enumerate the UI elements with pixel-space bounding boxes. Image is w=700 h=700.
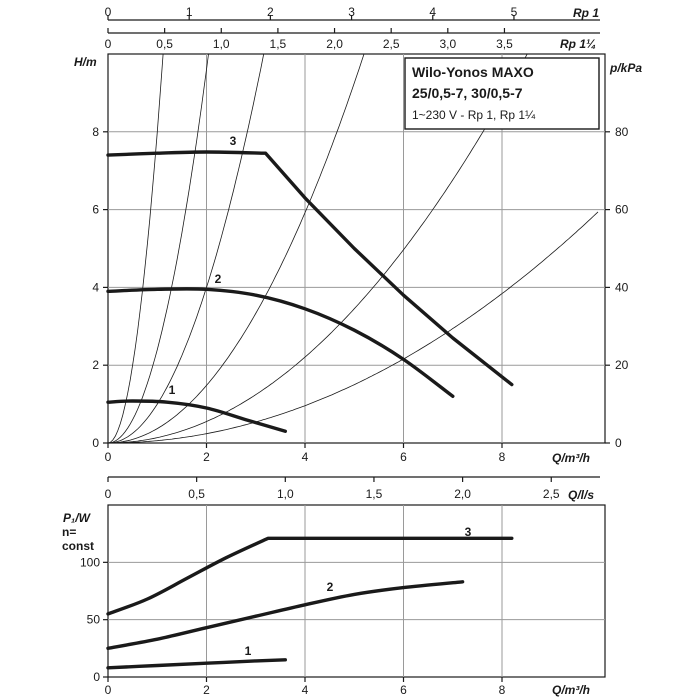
head-xtick-label-6: 6 <box>400 450 407 464</box>
pressure-ytick-label-20: 20 <box>615 358 629 372</box>
power-xtick-label-0: 0 <box>105 683 112 697</box>
power-chart: 1 2 3 0 2 4 6 8 0 50 100 0 0,5 1,0 1,5 2,0 2,5 Q/l/s P₁… <box>62 476 606 697</box>
head-curve-label-1: 1 <box>169 383 176 397</box>
head-xtick-label-2: 2 <box>203 450 210 464</box>
power-xtick-label-2: 2 <box>203 683 210 697</box>
info-box-subtitle: 1~230 V - Rp 1, Rp 1¼ <box>412 108 536 122</box>
pressure-ytick-label-40: 40 <box>615 280 629 294</box>
rp1-tick-label-5: 5 <box>511 5 518 19</box>
head-ytick-label-4: 4 <box>92 280 99 294</box>
power-curve-label-3: 3 <box>465 525 472 539</box>
top-axis-rp1-label: Rp 1 <box>573 6 599 20</box>
ls-tick-label-1,0: 1,0 <box>277 487 294 501</box>
head-ytick-label-0: 0 <box>92 436 99 450</box>
power-curve-label-1: 1 <box>245 644 252 658</box>
head-xtick-label-0: 0 <box>105 450 112 464</box>
top-axis-ls-label: Q/l/s <box>568 488 594 502</box>
info-box-title-1: Wilo-Yonos MAXO <box>412 64 534 80</box>
head-plot-frame <box>107 53 606 444</box>
head-ytick-label-8: 8 <box>92 125 99 139</box>
power-curve-3 <box>106 536 514 616</box>
power-xtick-label-6: 6 <box>400 683 407 697</box>
rp114-tick-label-1,0: 1,0 <box>213 37 230 51</box>
rp1-tick-label-4: 4 <box>429 5 436 19</box>
pressure-ytick-label-60: 60 <box>615 203 629 217</box>
power-curve-label-2: 2 <box>327 580 334 594</box>
power-ytick-label-100: 100 <box>80 555 100 569</box>
y-axis-label-power-2: n= <box>62 525 76 539</box>
header-label: 1 <box>375 0 382 1</box>
system-curve-5 <box>108 53 528 444</box>
info-box-title-2: 25/0,5-7, 30/0,5-7 <box>412 85 523 101</box>
y-axis-label-power-3: const <box>62 539 94 553</box>
rp114-tick-label-0: 0 <box>105 37 112 51</box>
ls-tick-label-2,0: 2,0 <box>454 487 471 501</box>
rp114-tick-label-2,5: 2,5 <box>383 37 400 51</box>
power-plot-frame <box>107 504 606 678</box>
ls-tick-label-1,5: 1,5 <box>366 487 383 501</box>
x-axis-label-flow-top: Q/m³/h <box>552 451 590 465</box>
rp114-tick-label-3,0: 3,0 <box>439 37 456 51</box>
system-curve-6 <box>108 211 599 444</box>
head-xtick-label-4: 4 <box>302 450 309 464</box>
head-curve-1 <box>106 399 287 433</box>
pressure-ytick-label-80: 80 <box>615 125 629 139</box>
info-box <box>404 57 600 130</box>
power-xtick-label-8: 8 <box>499 683 506 697</box>
head-xtick-label-8: 8 <box>499 450 506 464</box>
rp114-tick-label-3,5: 3,5 <box>496 37 513 51</box>
head-ytick-label-2: 2 <box>92 358 99 372</box>
power-xtick-label-4: 4 <box>302 683 309 697</box>
y2-axis-label-pressure: p/kPa <box>609 61 642 75</box>
y-axis-label-power-1: P₁/W <box>63 511 92 525</box>
rp1-tick-label-3: 3 <box>348 5 355 19</box>
power-ytick-label-50: 50 <box>87 613 101 627</box>
head-curve-3 <box>106 150 514 387</box>
x-axis-label-flow-bottom: Q/m³/h <box>552 683 590 697</box>
ls-tick-label-0,5: 0,5 <box>188 487 205 501</box>
top-axis-rp114-label: Rp 1¼ <box>560 37 596 51</box>
system-curve-3 <box>107 53 265 444</box>
system-curve-4 <box>108 53 365 444</box>
rp1-tick-label-2: 2 <box>267 5 274 19</box>
system-curve-1 <box>107 53 164 444</box>
system-curve-2 <box>107 53 209 444</box>
rp1-tick-label-0: 0 <box>105 5 112 19</box>
head-curve-label-2: 2 <box>215 272 222 286</box>
power-ytick-label-0: 0 <box>93 670 100 684</box>
pressure-ytick-label-0: 0 <box>615 436 622 450</box>
head-ytick-label-6: 6 <box>92 203 99 217</box>
rp114-tick-label-2,0: 2,0 <box>326 37 343 51</box>
rp114-tick-label-0,5: 0,5 <box>156 37 173 51</box>
rp114-tick-label-1,5: 1,5 <box>270 37 287 51</box>
ls-tick-label-2,5: 2,5 <box>543 487 560 501</box>
power-curve-1 <box>106 658 287 670</box>
head-curve-label-3: 3 <box>230 134 237 148</box>
power-curve-2 <box>106 580 465 650</box>
rp1-tick-label-1: 1 <box>186 5 193 19</box>
head-curve-2 <box>106 287 455 398</box>
ls-tick-label-0: 0 <box>105 487 112 501</box>
y-axis-label-head: H/m <box>74 55 97 69</box>
